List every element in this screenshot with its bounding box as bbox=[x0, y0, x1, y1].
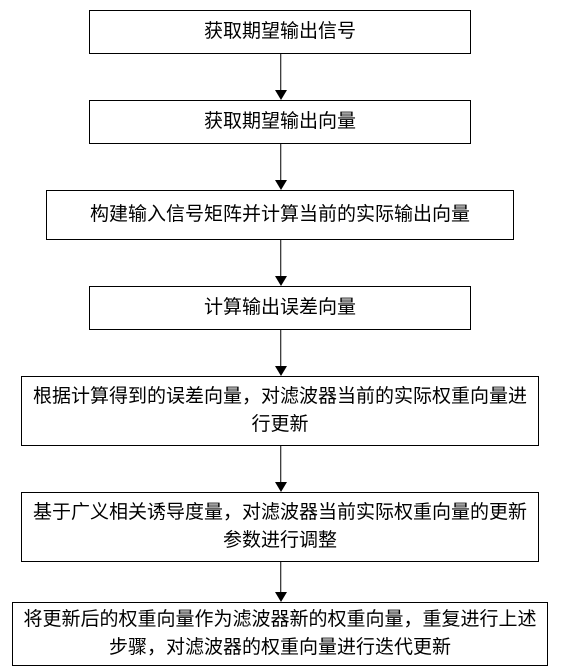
flow-node-7: 将更新后的权重向量作为滤波器新的权重向量，重复进行上述步骤，对滤波器的权重向量进… bbox=[12, 602, 548, 666]
flow-node-6: 基于广义相关诱导度量，对滤波器当前实际权重向量的更新参数进行调整 bbox=[21, 492, 539, 562]
flow-node-1: 获取期望输出信号 bbox=[89, 10, 471, 54]
flow-node-2: 获取期望输出向量 bbox=[89, 100, 471, 144]
flow-node-5-label: 根据计算得到的误差向量，对滤波器当前的实际权重向量进行更新 bbox=[32, 383, 528, 440]
flow-node-4-label: 计算输出误差向量 bbox=[204, 294, 356, 323]
flow-node-2-label: 获取期望输出向量 bbox=[204, 108, 356, 137]
flow-node-7-label: 将更新后的权重向量作为滤波器新的权重向量，重复进行上述步骤，对滤波器的权重向量进… bbox=[23, 606, 537, 663]
flowchart-canvas: 获取期望输出信号 获取期望输出向量 构建输入信号矩阵并计算当前的实际输出向量 计… bbox=[0, 0, 561, 667]
flow-node-4: 计算输出误差向量 bbox=[89, 286, 471, 330]
flow-node-6-label: 基于广义相关诱导度量，对滤波器当前实际权重向量的更新参数进行调整 bbox=[32, 499, 528, 556]
flow-node-5: 根据计算得到的误差向量，对滤波器当前的实际权重向量进行更新 bbox=[21, 376, 539, 446]
flow-node-3: 构建输入信号矩阵并计算当前的实际输出向量 bbox=[46, 190, 514, 240]
flow-node-1-label: 获取期望输出信号 bbox=[204, 18, 356, 47]
flow-node-3-label: 构建输入信号矩阵并计算当前的实际输出向量 bbox=[90, 201, 470, 230]
